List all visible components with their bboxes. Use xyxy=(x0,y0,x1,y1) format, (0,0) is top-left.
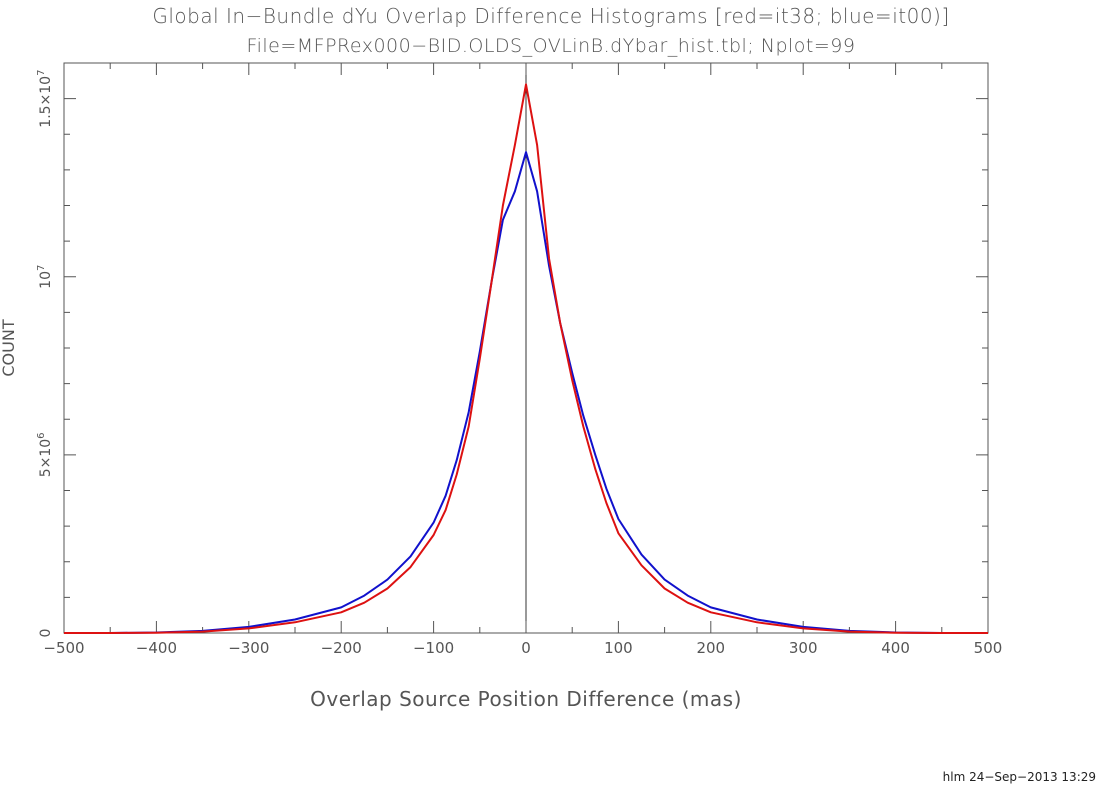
y-tick-label: 1.5×107 xyxy=(36,70,54,128)
chart-title: Global In−Bundle dYu Overlap Difference … xyxy=(152,4,950,28)
x-tick-label: 100 xyxy=(604,639,633,657)
x-tick-label: −500 xyxy=(43,639,84,657)
y-tick-label-exponent: 7 xyxy=(36,265,47,271)
y-tick-label-base: 0 xyxy=(38,629,54,638)
y-tick-label: 0 xyxy=(38,629,54,638)
timestamp-footer: hlm 24−Sep−2013 13:29 xyxy=(942,770,1096,784)
x-tick-label: 500 xyxy=(974,639,1003,657)
x-tick-label: −300 xyxy=(228,639,269,657)
y-tick-label-base: 10 xyxy=(38,271,54,289)
x-axis-label: Overlap Source Position Difference (mas) xyxy=(310,687,742,711)
series-lines xyxy=(64,83,988,634)
x-tick-label: 300 xyxy=(789,639,818,657)
series-line-it00 xyxy=(64,151,988,634)
series-line-it38 xyxy=(64,83,988,634)
chart-subtitle: File=MFPRex000−BID.OLDS_OVLinB.dYbar_his… xyxy=(246,35,856,57)
y-tick-label: 107 xyxy=(36,265,54,289)
y-axis-label: COUNT xyxy=(0,319,18,376)
x-tick-label: −400 xyxy=(136,639,177,657)
x-tick-label: −200 xyxy=(321,639,362,657)
x-tick-label: 400 xyxy=(881,639,910,657)
x-tick-label: 200 xyxy=(696,639,725,657)
x-tick-label: −100 xyxy=(413,639,454,657)
x-axis-ticks: −500 −400 −300 −200 −100 0 100 200 300 400 500 xyxy=(43,63,1002,657)
y-tick-label-base: 5×10 xyxy=(38,439,54,477)
y-tick-label-base: 1.5×10 xyxy=(38,76,54,128)
y-tick-label-exponent: 7 xyxy=(36,70,47,76)
y-tick-label-exponent: 6 xyxy=(36,432,47,438)
x-tick-label: 0 xyxy=(521,639,531,657)
y-tick-label: 5×106 xyxy=(36,432,54,477)
